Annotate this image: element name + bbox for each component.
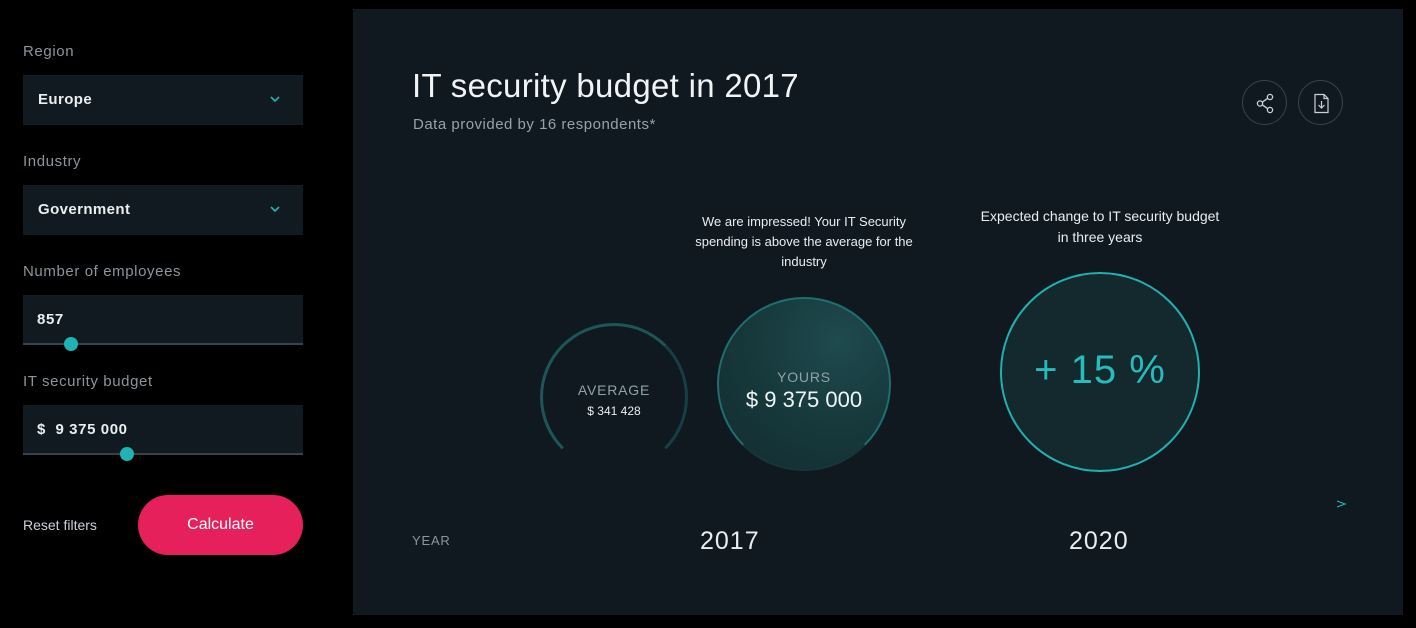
- share-icon: [1256, 93, 1274, 114]
- download-button[interactable]: [1298, 80, 1343, 125]
- yours-circle: YOURS $ 9 375 000: [717, 297, 891, 471]
- average-value: $ 341 428: [587, 404, 641, 418]
- timeline-axis: [463, 500, 1347, 508]
- average-circle: AVERAGE $ 341 428: [540, 323, 688, 471]
- industry-label: Industry: [23, 153, 82, 170]
- share-button[interactable]: [1242, 80, 1287, 125]
- impressed-note: We are impressed! Your IT Security spend…: [695, 214, 913, 269]
- filters-sidebar: Region Europe Industry Government Number…: [0, 0, 330, 628]
- employees-label: Number of employees: [23, 263, 182, 280]
- region-select[interactable]: Europe: [23, 75, 303, 125]
- industry-select[interactable]: Government: [23, 185, 303, 235]
- calculate-button[interactable]: Calculate: [138, 495, 303, 555]
- change-value: + 15 %: [1034, 348, 1166, 392]
- page-title: IT security budget in 2017: [412, 67, 799, 104]
- employees-value: 857: [37, 311, 64, 328]
- yours-label: YOURS: [777, 369, 831, 385]
- change-circle: + 15 %: [1000, 272, 1200, 472]
- employees-slider-handle[interactable]: [63, 337, 78, 351]
- yours-value: $ 9 375 000: [745, 387, 863, 412]
- employees-input[interactable]: 857: [23, 295, 303, 345]
- year-2017: 2017: [700, 527, 760, 555]
- budget-slider-handle[interactable]: [119, 447, 134, 461]
- budget-input[interactable]: $ 9 375 000: [23, 405, 303, 455]
- industry-value: Government: [38, 201, 131, 218]
- region-label: Region: [23, 43, 75, 60]
- year-axis-label: YEAR: [412, 533, 451, 548]
- expected-change-note: Expected change to IT security budget in…: [980, 208, 1220, 245]
- year-2020: 2020: [1069, 527, 1129, 555]
- results-panel: IT security budget in 2017 Data provided…: [353, 9, 1403, 615]
- page-subtitle: Data provided by 16 respondents*: [413, 116, 656, 133]
- region-value: Europe: [38, 91, 93, 108]
- reset-filters-link[interactable]: Reset filters: [23, 517, 97, 533]
- chevron-down-icon: [270, 96, 280, 103]
- download-icon: [1314, 93, 1329, 114]
- average-label: AVERAGE: [577, 382, 651, 398]
- chevron-down-icon: [270, 206, 280, 213]
- budget-label: IT security budget: [23, 373, 153, 390]
- budget-value: $ 9 375 000: [37, 421, 128, 438]
